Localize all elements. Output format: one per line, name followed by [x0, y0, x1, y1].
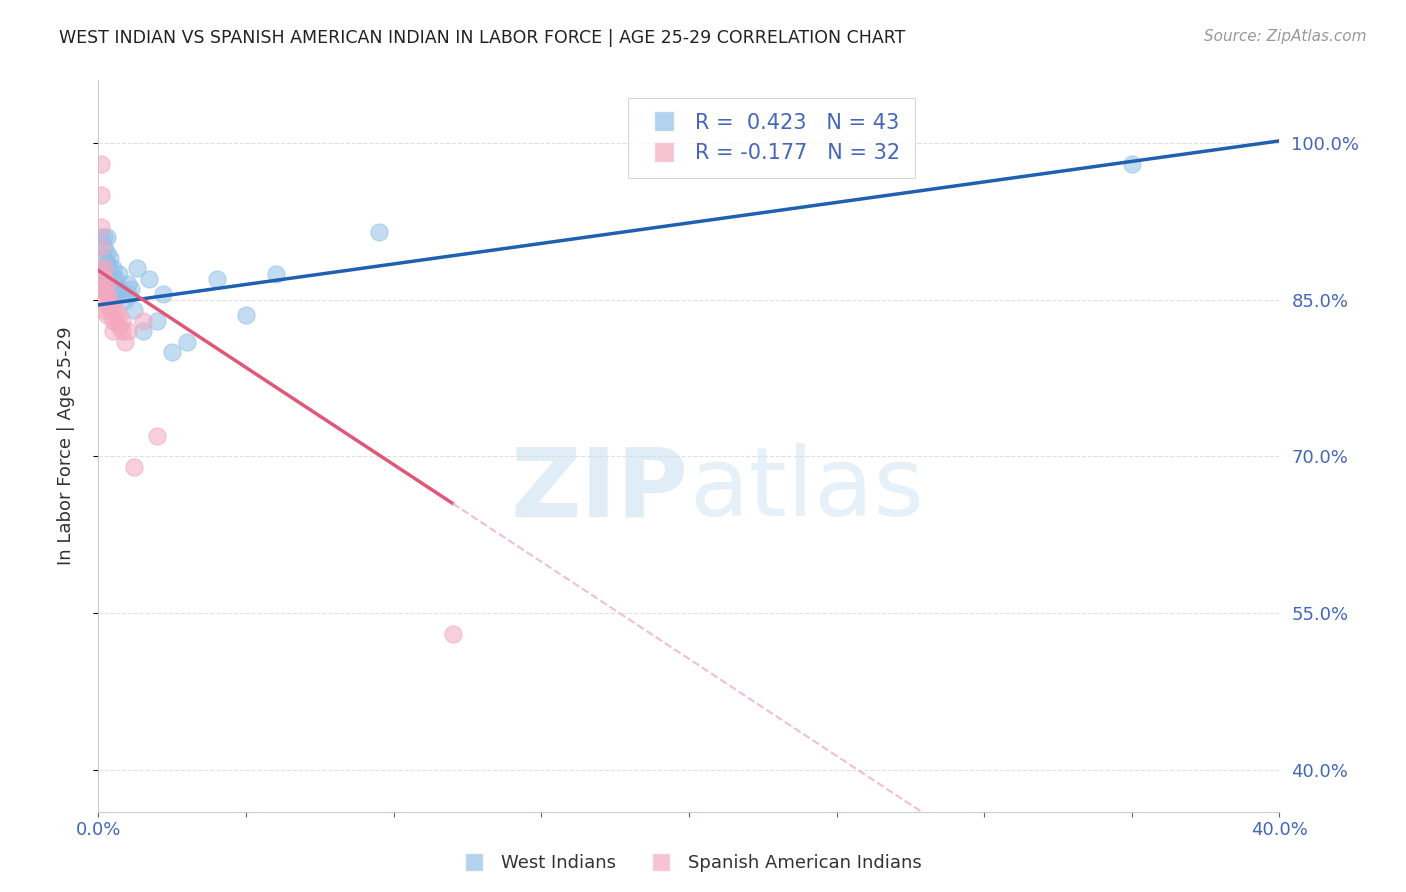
Point: [96, 245, 118, 260]
Point: [93, 261, 115, 276]
Point: [368, 225, 391, 239]
Text: ZIP: ZIP: [510, 443, 689, 536]
Point: [105, 303, 128, 318]
Point: [205, 272, 228, 286]
Point: [90, 261, 112, 276]
Point: [98, 261, 121, 276]
Point: [103, 282, 125, 296]
Point: [96, 309, 118, 323]
Point: [98, 303, 121, 318]
Point: [93, 230, 115, 244]
Point: [441, 627, 464, 641]
Point: [108, 309, 131, 323]
Point: [96, 267, 118, 281]
Point: [114, 293, 136, 307]
Point: [105, 282, 128, 296]
Point: [120, 282, 142, 296]
Point: [132, 313, 155, 327]
Point: [98, 282, 121, 296]
Legend: West Indians, Spanish American Indians: West Indians, Spanish American Indians: [449, 847, 929, 880]
Point: [235, 309, 257, 323]
Point: [105, 272, 128, 286]
Point: [96, 282, 118, 296]
Point: [96, 287, 118, 301]
Point: [90, 261, 112, 276]
Point: [108, 267, 131, 281]
Point: [146, 313, 169, 327]
Point: [93, 261, 115, 276]
Point: [108, 318, 131, 333]
Point: [125, 261, 148, 276]
Point: [111, 313, 134, 327]
Point: [93, 282, 115, 296]
Y-axis label: In Labor Force | Age 25-29: In Labor Force | Age 25-29: [56, 326, 75, 566]
Point: [90, 219, 112, 234]
Point: [93, 293, 115, 307]
Text: atlas: atlas: [689, 443, 924, 536]
Point: [90, 157, 112, 171]
Point: [96, 272, 118, 286]
Point: [1121, 157, 1143, 171]
Point: [117, 324, 139, 338]
Point: [96, 298, 118, 312]
Point: [122, 303, 145, 318]
Point: [103, 261, 125, 276]
Point: [152, 287, 174, 301]
Point: [98, 272, 121, 286]
Point: [98, 251, 121, 265]
Point: [103, 324, 125, 338]
Point: [111, 287, 134, 301]
Point: [98, 293, 121, 307]
Point: [103, 293, 125, 307]
Point: [162, 345, 183, 359]
Point: [108, 282, 131, 296]
Point: [96, 230, 118, 244]
Point: [132, 324, 155, 338]
Point: [138, 272, 160, 286]
Point: [146, 428, 169, 442]
Point: [90, 230, 112, 244]
Point: [117, 287, 139, 301]
Point: [264, 267, 287, 281]
Point: [117, 277, 139, 291]
Text: Source: ZipAtlas.com: Source: ZipAtlas.com: [1204, 29, 1367, 44]
Point: [93, 240, 115, 254]
Point: [114, 334, 136, 349]
Point: [96, 256, 118, 270]
Point: [103, 272, 125, 286]
Point: [105, 313, 128, 327]
Point: [90, 240, 112, 254]
Point: [103, 313, 125, 327]
Point: [93, 272, 115, 286]
Text: WEST INDIAN VS SPANISH AMERICAN INDIAN IN LABOR FORCE | AGE 25-29 CORRELATION CH: WEST INDIAN VS SPANISH AMERICAN INDIAN I…: [59, 29, 905, 46]
Point: [176, 334, 198, 349]
Point: [93, 251, 115, 265]
Point: [122, 459, 145, 474]
Point: [93, 303, 115, 318]
Point: [90, 188, 112, 202]
Point: [103, 303, 125, 318]
Point: [96, 277, 118, 291]
Point: [93, 272, 115, 286]
Point: [111, 324, 134, 338]
Point: [90, 282, 112, 296]
